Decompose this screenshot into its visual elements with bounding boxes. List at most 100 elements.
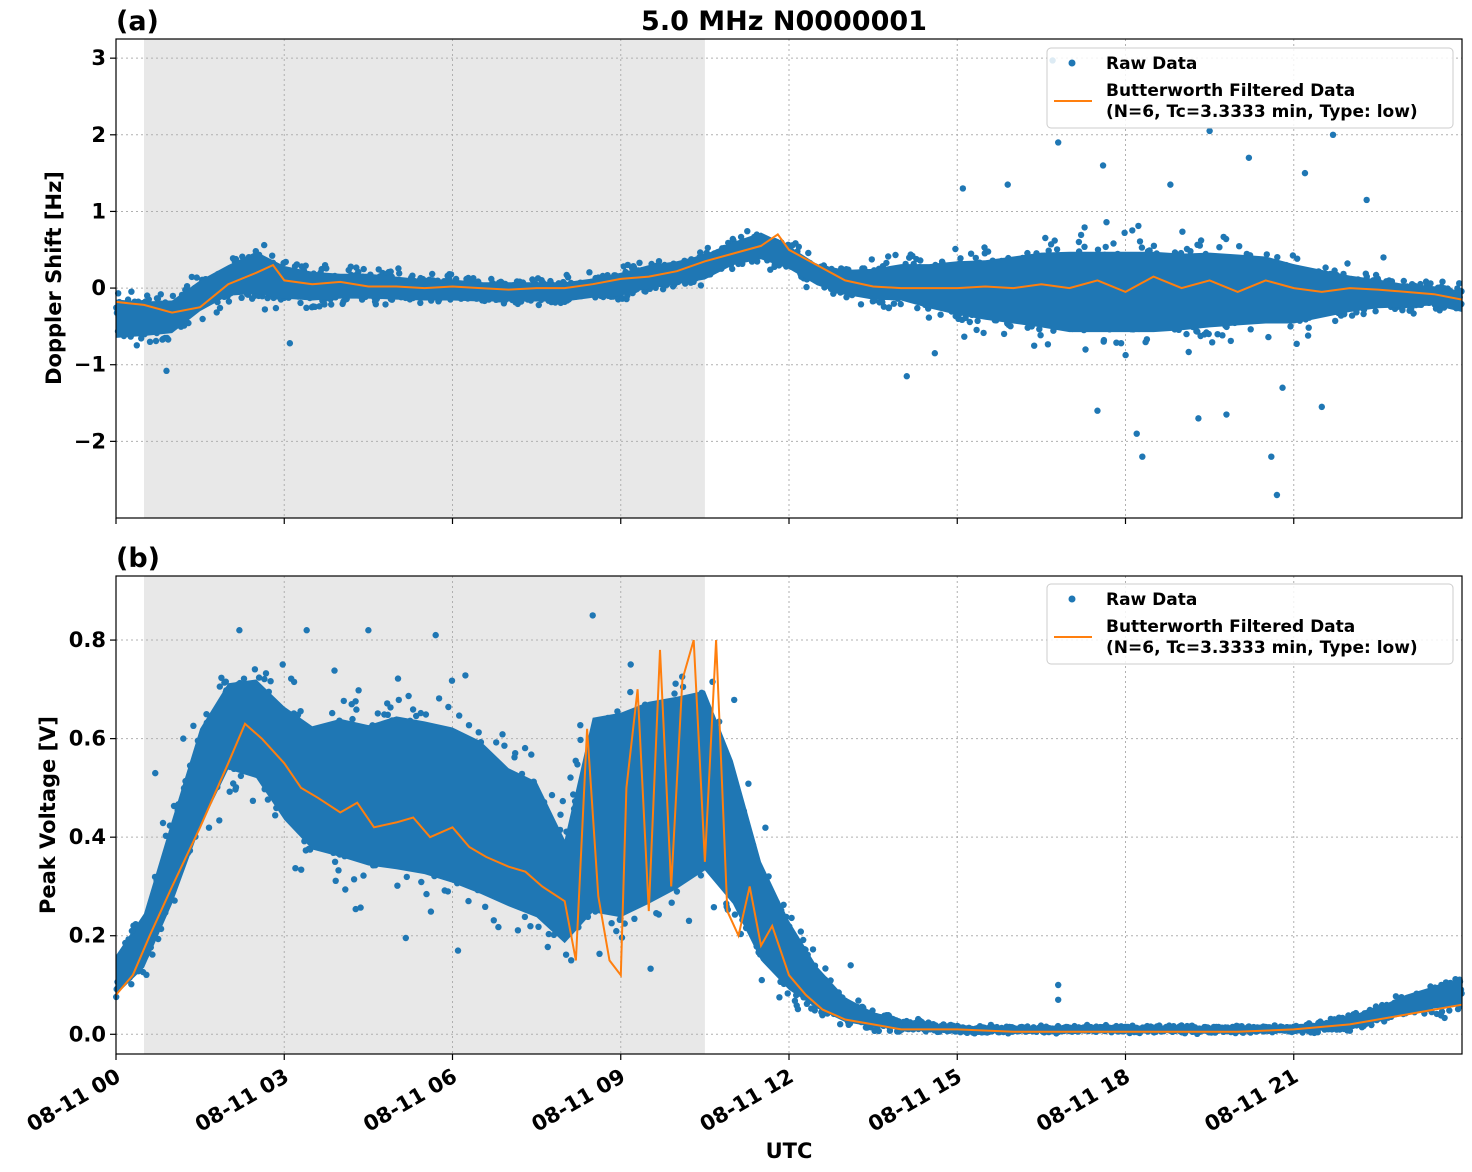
raw-point xyxy=(372,301,379,308)
raw-point xyxy=(875,1027,882,1035)
x-ticks-a xyxy=(115,518,1295,524)
raw-point xyxy=(1129,227,1136,234)
raw-point xyxy=(1117,340,1125,347)
raw-point xyxy=(803,283,810,291)
raw-point xyxy=(403,873,410,881)
raw-outlier-point xyxy=(1273,491,1281,499)
raw-point xyxy=(1332,317,1339,325)
raw-point xyxy=(1185,348,1192,356)
raw-outlier-point xyxy=(903,373,910,380)
raw-point xyxy=(704,244,711,252)
raw-point xyxy=(1122,351,1129,359)
raw-point xyxy=(1081,224,1088,231)
raw-outlier-point xyxy=(1133,430,1140,437)
raw-point xyxy=(297,299,304,307)
raw-point xyxy=(655,258,663,265)
legend-filtered-params-a: (N=6, Tc=3.3333 min, Type: low) xyxy=(1106,102,1418,122)
raw-point xyxy=(1183,330,1190,338)
raw-outlier-point xyxy=(1329,131,1337,138)
raw-point xyxy=(396,270,403,277)
raw-point xyxy=(292,865,299,872)
raw-point xyxy=(564,274,572,281)
raw-point xyxy=(925,314,933,321)
raw-point xyxy=(562,951,570,958)
raw-point xyxy=(316,303,323,310)
raw-point xyxy=(1135,222,1142,230)
raw-point xyxy=(261,675,268,683)
raw-point xyxy=(279,661,286,668)
raw-point xyxy=(1287,323,1294,330)
raw-point xyxy=(974,317,981,325)
raw-outlier-point xyxy=(1167,181,1174,188)
raw-point xyxy=(672,680,679,687)
raw-point xyxy=(418,878,425,886)
raw-point xyxy=(128,288,135,295)
raw-point xyxy=(340,697,347,705)
raw-point xyxy=(697,282,705,289)
raw-point xyxy=(272,812,279,819)
raw-point xyxy=(1187,248,1194,255)
raw-point xyxy=(199,315,206,323)
raw-point xyxy=(159,819,167,827)
raw-point xyxy=(980,329,987,337)
raw-point xyxy=(293,261,301,268)
raw-point xyxy=(146,338,154,345)
raw-point xyxy=(528,751,535,758)
raw-point xyxy=(1053,246,1061,253)
raw-point xyxy=(805,249,812,257)
raw-point xyxy=(567,774,574,781)
raw-point xyxy=(216,817,223,824)
raw-point xyxy=(303,304,310,311)
raw-point xyxy=(535,301,542,309)
raw-point xyxy=(183,283,191,290)
y-tick-label: 0 xyxy=(91,276,106,300)
raw-point xyxy=(631,915,638,922)
raw-outlier-point xyxy=(1363,196,1370,204)
raw-point xyxy=(1222,235,1230,243)
raw-point xyxy=(225,298,233,305)
raw-point xyxy=(323,265,330,272)
raw-point xyxy=(914,304,921,312)
raw-point xyxy=(1427,280,1434,287)
raw-point xyxy=(360,872,367,879)
raw-point xyxy=(981,244,988,251)
raw-point xyxy=(282,258,289,266)
raw-point xyxy=(577,736,584,744)
raw-point xyxy=(445,703,452,711)
raw-point xyxy=(290,678,298,686)
raw-point xyxy=(1143,336,1151,343)
raw-point xyxy=(794,1005,802,1013)
raw-outlier-point xyxy=(1094,407,1101,414)
raw-point xyxy=(269,252,276,259)
raw-point xyxy=(758,976,765,984)
raw-point xyxy=(1304,332,1312,339)
raw-point xyxy=(967,250,975,257)
raw-point xyxy=(744,228,751,235)
raw-point xyxy=(885,304,893,311)
raw-point xyxy=(1102,243,1109,251)
raw-point xyxy=(868,256,875,263)
raw-point xyxy=(435,695,443,702)
raw-point xyxy=(917,257,924,264)
raw-point xyxy=(544,943,551,951)
raw-outlier-point xyxy=(1380,254,1387,261)
raw-point xyxy=(427,908,435,915)
raw-point xyxy=(527,923,534,930)
raw-point xyxy=(193,274,200,281)
raw-point xyxy=(514,927,522,934)
raw-series-a xyxy=(113,57,1465,499)
raw-point xyxy=(521,913,529,921)
raw-point xyxy=(627,688,634,696)
raw-point xyxy=(1044,341,1052,348)
raw-point xyxy=(395,265,402,272)
raw-point xyxy=(360,265,367,273)
raw-point xyxy=(262,670,270,677)
raw-point xyxy=(357,904,364,911)
raw-point xyxy=(857,301,865,308)
raw-point xyxy=(883,259,890,267)
raw-outlier-point xyxy=(1318,403,1325,411)
raw-point xyxy=(966,318,973,326)
